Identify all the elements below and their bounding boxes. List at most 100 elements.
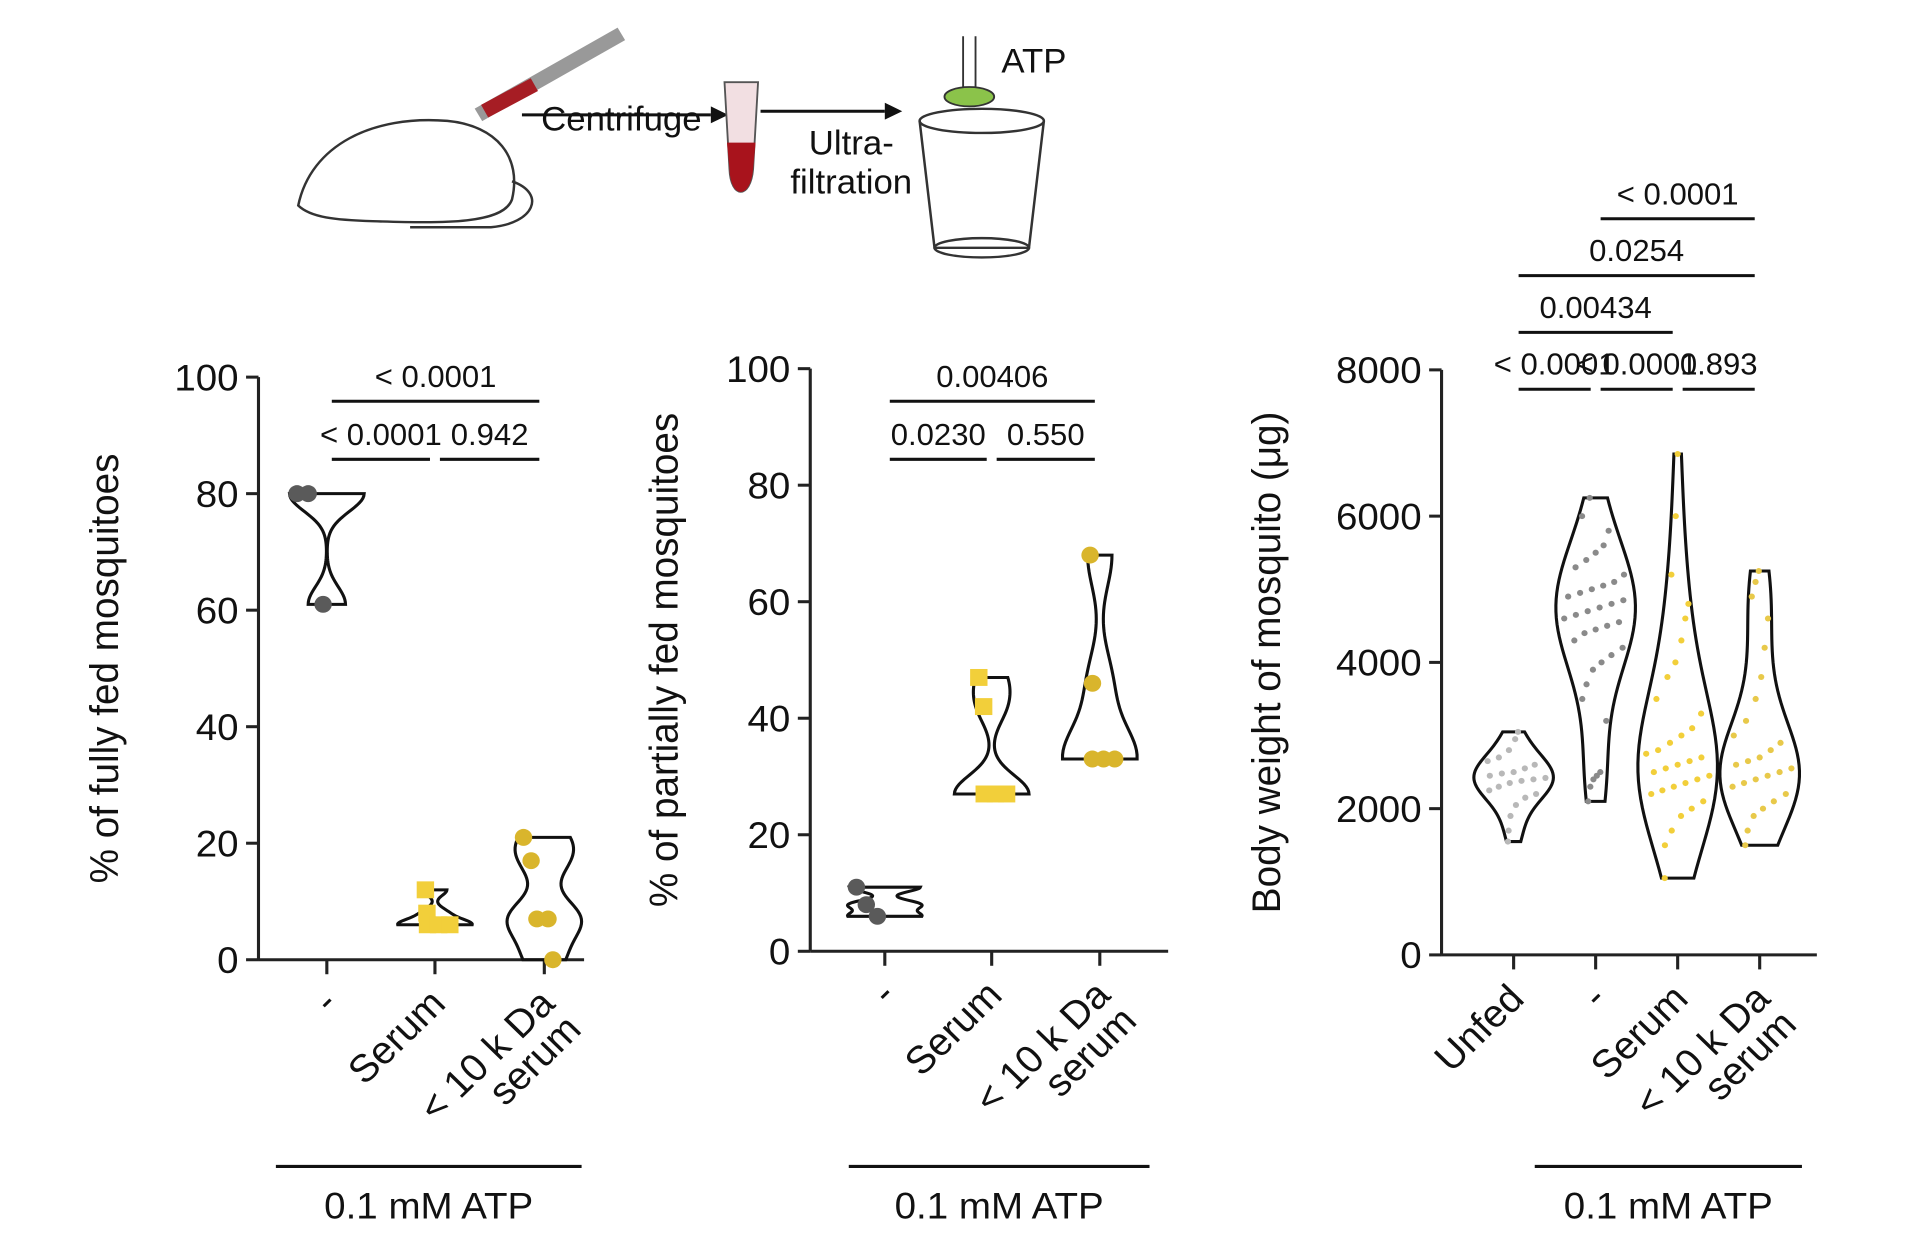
- step-label: Ultra-: [809, 125, 894, 162]
- syringe-blood: [481, 78, 538, 118]
- data-point: [1608, 652, 1615, 659]
- p-value: < 0.0001: [320, 418, 442, 452]
- x-tick-label: -: [1574, 976, 1615, 1016]
- data-point: [1596, 604, 1603, 611]
- data-point: [1589, 666, 1597, 673]
- y-axis-label: Body weight of mosquito (μg): [1245, 412, 1290, 914]
- data-point: [1522, 794, 1529, 801]
- data-point: [1767, 747, 1774, 754]
- data-point: [1732, 761, 1740, 768]
- data-point: [1597, 769, 1604, 776]
- data-point: [1752, 695, 1759, 702]
- data-point: [1600, 582, 1607, 589]
- step-label: ATP: [1001, 43, 1066, 80]
- violin: [287, 492, 366, 606]
- data-point: [1504, 838, 1512, 845]
- p-value: < 0.0001: [375, 360, 497, 394]
- y-axis-label: % of fully fed mosquitoes: [83, 453, 128, 883]
- data-point: [1782, 790, 1789, 798]
- mouse: [296, 118, 516, 224]
- data-point: [1583, 681, 1590, 688]
- y-tick-label: 40: [748, 699, 791, 740]
- data-point: [1688, 805, 1695, 812]
- data-point: [1648, 790, 1655, 798]
- data-point: [1661, 875, 1668, 882]
- feeder-neck: [962, 36, 977, 88]
- data-point: [1592, 549, 1599, 556]
- schematic: Centrifuge Ultra- filtration ATP: [296, 27, 1066, 259]
- data-point: [1583, 556, 1590, 564]
- data-point: [1764, 615, 1772, 622]
- y-tick-label: 20: [748, 816, 791, 857]
- data-point: [1761, 644, 1768, 651]
- data-point: [857, 896, 876, 914]
- data-point: [1770, 798, 1777, 805]
- violin: [845, 885, 924, 918]
- p-value: 0.00434: [1540, 291, 1652, 325]
- data-point: [1486, 787, 1493, 794]
- p-value: < 0.0001: [1494, 348, 1616, 382]
- data-point: [1744, 827, 1751, 834]
- data-point: [1512, 736, 1519, 743]
- group-label: 0.1 mM ATP: [1564, 1186, 1773, 1227]
- data-point: [1742, 842, 1749, 849]
- data-point: [1653, 695, 1660, 702]
- data-point: [847, 878, 866, 896]
- data-point: [1686, 758, 1693, 765]
- data-point: [1670, 783, 1677, 790]
- arrow-head: [884, 102, 903, 120]
- p-value: 0.0230: [891, 418, 986, 452]
- data-point: [1581, 630, 1588, 637]
- data-point: [1495, 783, 1502, 790]
- data-point: [1752, 578, 1759, 585]
- data-point: [1685, 600, 1692, 607]
- cup-rim: [918, 107, 1046, 135]
- y-tick-label: 8000: [1336, 351, 1422, 392]
- p-value: < 0.0001: [1617, 178, 1739, 212]
- data-point: [1744, 758, 1752, 765]
- data-point: [1643, 750, 1650, 757]
- data-point: [1730, 732, 1737, 739]
- data-point: [1677, 812, 1685, 819]
- x-tick-label: -: [305, 981, 346, 1021]
- data-point: [1486, 772, 1493, 779]
- data-point: [1598, 659, 1605, 666]
- data-point: [1495, 754, 1502, 761]
- data-point: [1662, 765, 1669, 772]
- data-point: [1498, 770, 1505, 777]
- violin: [952, 675, 1031, 796]
- data-point: [1668, 827, 1675, 834]
- data-point: [1584, 608, 1591, 615]
- data-point: [1531, 761, 1538, 768]
- data-point: [539, 910, 557, 928]
- data-point: [1740, 780, 1748, 787]
- data-point: [1521, 765, 1528, 772]
- data-point: [1777, 739, 1784, 746]
- data-point: [1674, 761, 1681, 768]
- data-point: [1759, 805, 1767, 812]
- x-tick-label: -: [863, 973, 904, 1013]
- p-value: 0.942: [451, 418, 529, 452]
- data-point: [441, 916, 459, 934]
- data-point: [1620, 571, 1628, 578]
- violin: [505, 835, 584, 962]
- data-point: [1585, 798, 1592, 805]
- y-tick-label: 40: [196, 707, 239, 748]
- arrow-head: [710, 106, 729, 124]
- y-tick-label: 6000: [1336, 497, 1422, 538]
- data-point: [1788, 765, 1795, 772]
- data-point: [997, 785, 1016, 803]
- data-point: [1588, 586, 1595, 593]
- violin: [1472, 730, 1555, 844]
- data-point: [1698, 754, 1705, 761]
- data-point: [1514, 728, 1522, 735]
- violin: [1554, 496, 1637, 803]
- data-point: [1587, 783, 1594, 790]
- feeder: [943, 86, 996, 108]
- data-point: [1742, 717, 1750, 724]
- y-tick-label: 80: [748, 466, 791, 507]
- data-point: [1664, 673, 1671, 681]
- data-point: [1755, 567, 1762, 574]
